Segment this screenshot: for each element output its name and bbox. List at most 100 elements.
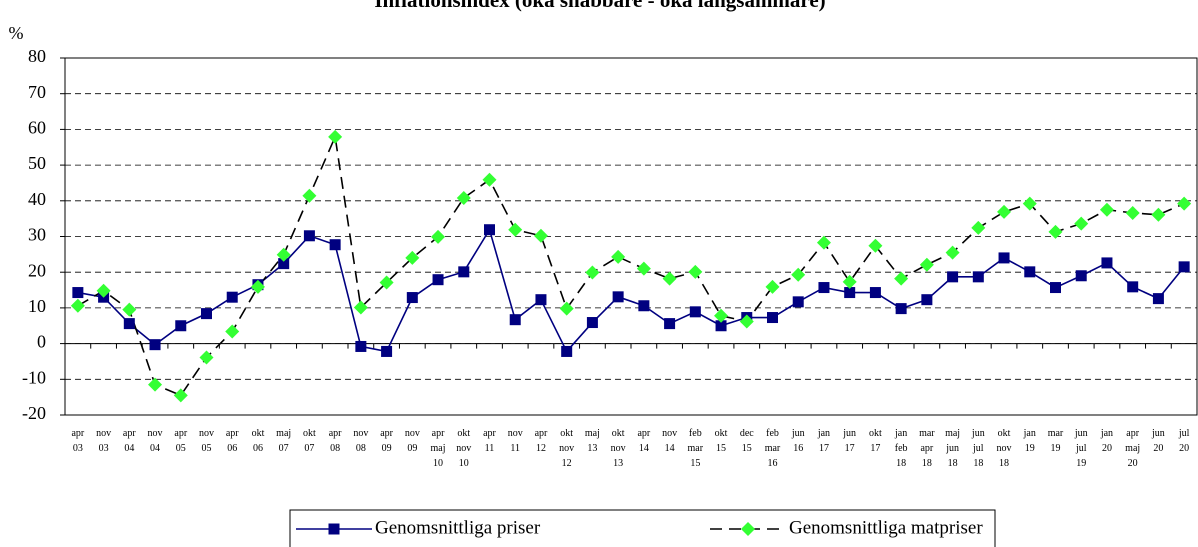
x-tick-label: jun jul 19 (1074, 428, 1088, 469)
marker (997, 204, 1012, 219)
marker (535, 294, 547, 306)
x-tick-label: apr 03 (71, 428, 85, 454)
legend-label: Genomsnittliga priser (375, 517, 541, 538)
legend-box (289, 509, 996, 547)
marker (328, 129, 343, 144)
x-tick-label: nov 05 (199, 428, 214, 454)
y-tick-label: 30 (28, 225, 46, 245)
marker (612, 291, 624, 303)
marker (586, 317, 598, 329)
marker (353, 300, 368, 315)
marker (509, 314, 521, 326)
marker (201, 308, 212, 320)
x-tick-label: apr 12 (534, 428, 548, 454)
x-tick-label: apr 06 (225, 428, 239, 454)
marker (302, 188, 317, 203)
x-tick-label: okt 07 (303, 428, 316, 454)
marker (1177, 196, 1192, 211)
marker (381, 345, 393, 357)
x-tick-label: jun 20 (1152, 428, 1165, 454)
x-tick-label: nov 11 (507, 428, 523, 454)
marker (173, 388, 188, 403)
y-tick-label: 60 (28, 118, 46, 138)
marker (175, 320, 187, 332)
legend-marker (328, 523, 340, 535)
x-tick-label: apr 14 (637, 428, 651, 454)
marker (482, 172, 497, 187)
marker (1022, 196, 1037, 211)
marker (791, 267, 806, 282)
marker (276, 247, 291, 262)
marker (431, 229, 446, 244)
marker (559, 301, 574, 316)
marker (303, 230, 315, 242)
x-tick-label: apr 09 (380, 428, 393, 454)
x-tick-label: apr maj 20 (1125, 428, 1141, 469)
x-tick-label: maj jun 18 (945, 428, 961, 469)
marker (767, 312, 778, 324)
x-tick-label: nov 08 (353, 428, 369, 454)
x-tick-label: apr 08 (328, 428, 342, 454)
marker (868, 238, 883, 253)
x-tick-label: jan feb 18 (894, 428, 908, 469)
marker (1127, 281, 1139, 293)
marker (1050, 282, 1061, 294)
x-tick-label: mar apr 18 (919, 428, 935, 469)
x-tick-label: okt 15 (714, 428, 728, 454)
marker (611, 249, 626, 264)
x-tick-label: okt nov 12 (559, 428, 575, 469)
legend-marker (741, 522, 755, 536)
marker (225, 324, 240, 339)
marker (122, 302, 137, 317)
marker (1099, 202, 1114, 217)
marker (123, 318, 135, 330)
marker (714, 308, 729, 323)
marker (72, 287, 84, 299)
marker (636, 261, 651, 276)
marker (406, 292, 418, 304)
marker (561, 345, 573, 357)
x-tick-label: okt 06 (251, 428, 265, 454)
marker (458, 266, 470, 278)
marker (355, 340, 367, 352)
x-tick-label: nov 09 (404, 428, 420, 454)
y-tick-label: 0 (37, 332, 46, 352)
marker (405, 250, 420, 265)
y-tick-label: 70 (28, 82, 46, 102)
x-tick-label: jun 17 (843, 428, 857, 454)
chart-title: Inflationsindex (öka snabbare - öka lång… (374, 0, 825, 12)
x-tick-label: apr 05 (174, 428, 188, 454)
marker (638, 300, 650, 312)
marker (1178, 261, 1190, 273)
marker (664, 318, 676, 330)
marker (432, 274, 444, 286)
marker (1152, 293, 1164, 305)
marker (533, 228, 548, 243)
marker (689, 306, 701, 318)
y-tick-label: 20 (28, 260, 46, 280)
x-tick-label: feb mar 16 (764, 428, 781, 469)
x-tick-label: jun jul 18 (971, 428, 985, 469)
x-tick-label: nov 04 (147, 428, 163, 454)
marker (379, 275, 394, 290)
x-tick-label: apr 04 (122, 428, 136, 454)
y-tick-label: -20 (22, 403, 46, 423)
x-tick-label: maj 13 (584, 428, 600, 454)
x-tick-label: apr maj 10 (430, 428, 446, 469)
marker (70, 298, 85, 313)
marker (894, 271, 909, 286)
x-tick-label: nov 03 (96, 428, 112, 454)
x-tick-label: okt 17 (869, 428, 882, 454)
marker (739, 314, 754, 329)
marker (818, 282, 830, 294)
marker (508, 222, 523, 237)
marker (1101, 257, 1113, 269)
marker (947, 271, 959, 283)
marker (1024, 266, 1036, 278)
marker (148, 377, 163, 392)
x-tick-label: mar 19 (1047, 428, 1064, 454)
marker (1075, 270, 1087, 282)
marker (456, 190, 471, 205)
marker (1048, 224, 1063, 239)
